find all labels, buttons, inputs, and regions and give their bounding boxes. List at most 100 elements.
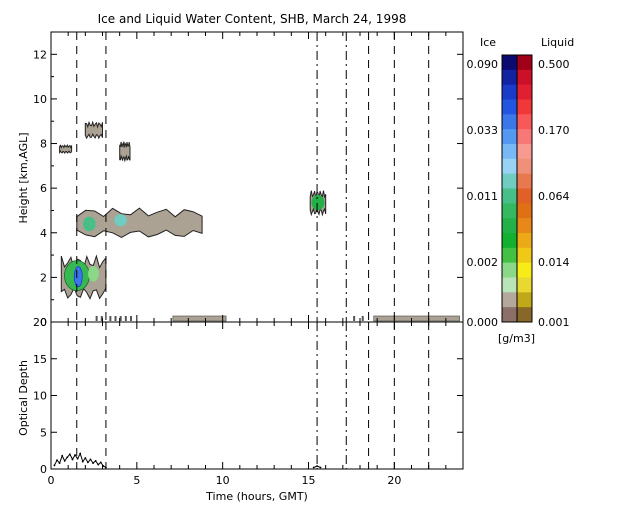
colorbar-liquid-tick: 0.014: [538, 256, 570, 269]
surface-echo: [129, 316, 132, 321]
cloud-high-cloud-left: [59, 143, 73, 155]
colorbar-liquid-swatch: [517, 99, 532, 115]
optical-depth-point: [76, 457, 79, 460]
y-tick-label: 12: [33, 48, 47, 61]
colorbar-ice-swatch: [502, 262, 517, 278]
colorbar-liquid-swatch: [517, 203, 532, 219]
colorbar-liquid-swatch: [517, 233, 532, 249]
y-tick-label: 0: [40, 463, 47, 476]
optical-depth-point: [74, 454, 76, 456]
colorbar-ice-swatch: [502, 55, 517, 71]
optical-depth-point: [316, 465, 318, 467]
colorbars: 0.090 0.033 0.011 0.002 0.000 0.500 0.170 0.064…: [467, 54, 570, 329]
surface-echo: [114, 316, 117, 321]
optical-depth-point: [105, 466, 107, 469]
colorbar-liquid-tick: 0.500: [538, 58, 570, 71]
colorbar-liquid-swatch: [517, 84, 532, 100]
x-tick-label: 5: [133, 474, 140, 487]
colorbar-unit: [g/m3]: [498, 332, 535, 345]
optical-depth-point: [66, 456, 69, 459]
surface-layer-a: [172, 315, 227, 322]
optical-depth-point: [56, 459, 58, 462]
colorbar-ice-swatch: [502, 69, 517, 86]
y-tick-label: 2: [40, 271, 47, 284]
mixed-core-mid-a: [83, 216, 96, 232]
optical-depth-point: [81, 460, 84, 463]
ice-core-low: [73, 266, 83, 288]
colorbar-ice-swatch: [502, 173, 517, 189]
colorbar-liquid-swatch: [517, 114, 532, 130]
optical-depth-point: [63, 460, 66, 462]
colorbar-ice-swatch: [502, 188, 517, 204]
colorbar-liquid-swatch: [517, 129, 532, 145]
colorbar-ice-swatch: [502, 158, 517, 175]
colorbar-ice-label: Ice: [480, 36, 496, 49]
y-tick-label: 8: [40, 138, 47, 151]
colorbar-ice-swatch: [502, 203, 517, 219]
colorbar-liquid-swatch: [517, 218, 532, 234]
optical-depth-point: [61, 454, 64, 457]
surface-echo: [109, 316, 112, 321]
colorbar-ice-swatch: [502, 114, 517, 130]
colorbar-liquid-tick: 0.064: [538, 190, 570, 203]
surface-echo: [353, 316, 356, 321]
mixed-core-mid-b: [114, 214, 127, 227]
cloud-high-cloud-a: [84, 120, 103, 140]
colorbar-liquid-swatch: [517, 144, 532, 160]
optical-depth-point: [319, 466, 322, 469]
surface-layer-b: [373, 315, 460, 322]
colorbar-liquid-swatch: [517, 69, 532, 86]
surface-echo: [124, 316, 127, 321]
optical-depth-point: [89, 458, 92, 461]
colorbar-liquid-swatch: [517, 292, 532, 308]
colorbar-ice-swatch: [502, 292, 517, 308]
optical-depth-point: [94, 460, 97, 462]
colorbar-liquid-swatch: [517, 188, 532, 204]
liquid-core-low-b: [88, 265, 99, 282]
optical-depth-point: [92, 462, 94, 465]
x-axis-label: Time (hours, GMT): [205, 490, 308, 503]
y-tick-label: 4: [40, 227, 47, 240]
optical-depth-point: [87, 461, 89, 464]
optical-depth-point: [102, 465, 105, 467]
colorbar-ice-swatch: [502, 84, 517, 100]
colorbar-ice-tick: 0.002: [467, 256, 499, 269]
colorbar-ice-swatch: [502, 233, 517, 249]
plot-frame-bottom: [50, 321, 464, 470]
colorbar-liquid-swatch: [517, 247, 532, 264]
y-tick-label: 0: [40, 316, 47, 329]
y-tick-label: 6: [40, 182, 47, 195]
surface-echo: [95, 316, 98, 321]
y-tick-label: 5: [40, 426, 47, 439]
y-tick-label: 15: [33, 353, 47, 366]
y-axis-label-optical-depth: Optical Depth: [17, 360, 30, 436]
y-tick-label: 10: [33, 93, 47, 106]
colorbar-liquid-swatch: [517, 307, 532, 323]
cloud-field: [59, 120, 460, 322]
liquid-core-isolated: [311, 195, 325, 211]
optical-depth-point: [79, 452, 82, 455]
colorbar-ice-swatch: [502, 99, 517, 115]
colorbar-liquid-swatch: [517, 173, 532, 189]
colorbar-ice-swatch: [502, 247, 517, 264]
colorbar-ice-swatch: [502, 218, 517, 234]
surface-echo: [119, 316, 122, 321]
y-axis-label-height: Height [km,AGL]: [17, 132, 30, 223]
optical-depth-point: [97, 463, 100, 466]
x-tick-label: 10: [216, 474, 230, 487]
x-tick-label: 20: [387, 474, 401, 487]
colorbar-ice-tick: 0.033: [467, 124, 499, 137]
colorbar-ice-swatch: [502, 277, 517, 293]
colorbar-liquid-swatch: [517, 277, 532, 293]
y-tick-label: 10: [33, 390, 47, 403]
colorbar-liquid-tick: 0.001: [538, 316, 570, 329]
colorbar-liquid-tick: 0.170: [538, 124, 570, 137]
optical-depth-point: [53, 464, 56, 467]
colorbar-ice-swatch: [502, 307, 517, 323]
optical-depth-point: [71, 458, 74, 461]
y-tick-label: 20: [33, 316, 47, 329]
chart-title: Ice and Liquid Water Content, SHB, March…: [98, 12, 407, 26]
colorbar-liquid-label: Liquid: [541, 36, 574, 49]
